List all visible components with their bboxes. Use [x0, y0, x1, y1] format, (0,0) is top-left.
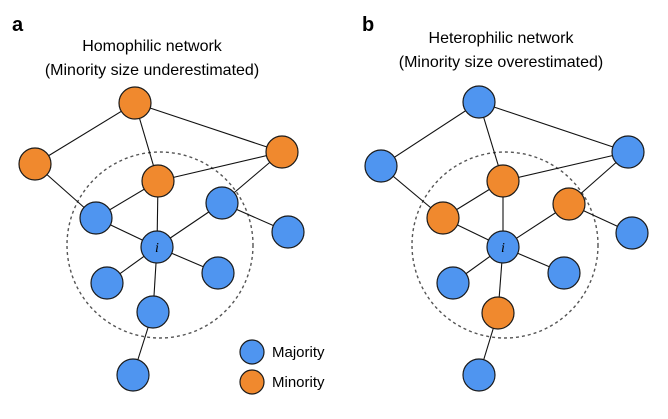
- ego-node: [140, 230, 174, 264]
- majority-node: [462, 358, 496, 392]
- ego-node-label: i: [501, 241, 505, 256]
- edge: [380, 101, 480, 167]
- panel-a-title: Homophilic network: [82, 38, 223, 55]
- panel-b-letter: b: [362, 14, 374, 36]
- majority-node: [271, 215, 305, 249]
- legend-minority-swatch: [239, 369, 265, 395]
- minority-node: [265, 135, 299, 169]
- minority-node: [486, 164, 520, 198]
- ego-node-label: i: [155, 241, 159, 256]
- majority-node: [462, 85, 496, 119]
- panel-a-nodes: i: [18, 86, 305, 392]
- panel-b-nodes: i: [364, 85, 649, 392]
- majority-node: [436, 266, 470, 300]
- majority-node: [205, 186, 239, 220]
- panel-b-ego-neighborhood: [411, 151, 599, 339]
- majority-node: [90, 266, 124, 300]
- minority-node: [18, 147, 52, 181]
- legend-minority-label: Minority: [272, 374, 325, 391]
- minority-node: [481, 296, 515, 330]
- majority-node: [611, 135, 645, 169]
- panel-b-title: Heterophilic network: [429, 30, 575, 47]
- panel-a-letter: a: [12, 14, 24, 36]
- majority-node: [116, 358, 150, 392]
- edge: [502, 151, 629, 182]
- legend-majority-label: Majority: [272, 344, 325, 361]
- legend: Majority Minority: [239, 339, 325, 395]
- majority-node: [79, 201, 113, 235]
- minority-node: [118, 86, 152, 120]
- panel-a: a Homophilic network (Minority size unde…: [12, 14, 305, 392]
- majority-node: [547, 256, 581, 290]
- majority-node: [615, 216, 649, 250]
- minority-node: [141, 164, 175, 198]
- edge: [157, 151, 283, 182]
- majority-node: [136, 295, 170, 329]
- legend-majority-swatch: [239, 339, 265, 365]
- panel-b: b Heterophilic network (Minority size ov…: [362, 14, 649, 392]
- edge: [134, 102, 283, 153]
- majority-node: [364, 149, 398, 183]
- panel-a-subtitle: (Minority size underestimated): [45, 62, 259, 79]
- majority-node: [201, 256, 235, 290]
- ego-node: [486, 230, 520, 264]
- minority-node: [426, 201, 460, 235]
- edge: [34, 102, 136, 165]
- panel-b-subtitle: (Minority size overestimated): [399, 54, 604, 71]
- minority-node: [552, 187, 586, 221]
- panel-a-ego-neighborhood: [66, 151, 254, 339]
- edge: [478, 101, 629, 153]
